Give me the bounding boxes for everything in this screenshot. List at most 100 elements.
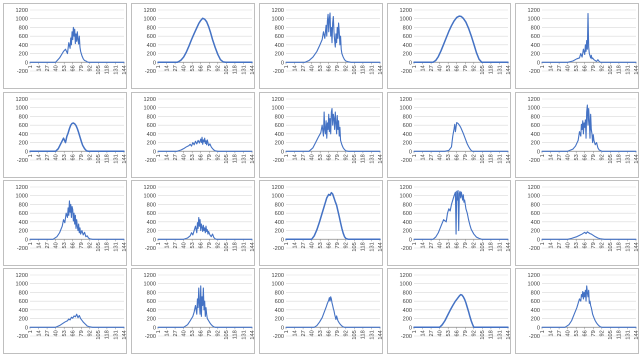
- y-tick-label: 800: [275, 290, 284, 296]
- x-tick-label: 105: [224, 65, 230, 74]
- y-tick-label: 400: [531, 132, 540, 138]
- x-tick-label: 66: [455, 330, 461, 336]
- x-tick-label: 27: [557, 330, 563, 336]
- x-tick-label: 14: [420, 154, 426, 160]
- y-tick-label: 1000: [16, 194, 28, 200]
- x-tick-label: 1: [540, 154, 546, 157]
- x-tick-label: 1: [28, 330, 34, 333]
- x-tick-label: 1: [540, 330, 546, 333]
- y-tick-label: 0: [281, 149, 284, 155]
- x-tick-label: 27: [173, 242, 179, 248]
- x-tick-label: 105: [352, 242, 358, 251]
- y-tick-label: -200: [273, 158, 284, 164]
- y-tick-label: 1200: [144, 97, 156, 103]
- y-tick-label: 1200: [400, 185, 412, 191]
- x-tick-label: 92: [600, 330, 606, 336]
- y-tick-label: 600: [403, 34, 412, 40]
- x-tick-label: 27: [45, 65, 51, 71]
- x-tick-label: 40: [565, 154, 571, 160]
- y-tick-label: 800: [403, 290, 412, 296]
- series-line: [285, 108, 381, 152]
- x-tick-label: 53: [318, 242, 324, 248]
- y-tick-label: -200: [145, 158, 156, 164]
- y-tick-label: 1000: [400, 17, 412, 23]
- x-tick-label: 53: [62, 65, 68, 71]
- x-tick-label: 79: [335, 242, 341, 248]
- series-line: [413, 15, 509, 64]
- y-tick-label: 0: [281, 237, 284, 243]
- y-tick-label: 400: [403, 220, 412, 226]
- y-tick-label: 1200: [528, 185, 540, 191]
- x-tick-label: 53: [62, 330, 68, 336]
- x-tick-label: 92: [216, 154, 222, 160]
- x-tick-label: 40: [437, 65, 443, 71]
- x-tick-label: 131: [241, 65, 247, 74]
- y-tick-label: 400: [19, 132, 28, 138]
- x-tick-label: 79: [79, 154, 85, 160]
- y-tick-label: 600: [403, 299, 412, 305]
- x-tick-label: 14: [164, 65, 170, 71]
- x-tick-label: 14: [36, 330, 42, 336]
- y-tick-label: 200: [531, 141, 540, 147]
- y-tick-label: 1000: [528, 17, 540, 23]
- y-tick-label: 200: [19, 229, 28, 235]
- y-tick-label: 600: [147, 211, 156, 217]
- y-tick-label: 1200: [528, 273, 540, 279]
- x-tick-label: 92: [216, 330, 222, 336]
- x-tick-label: 40: [309, 330, 315, 336]
- x-tick-label: 144: [250, 154, 256, 163]
- y-tick-label: 800: [275, 25, 284, 31]
- y-tick-label: 800: [403, 202, 412, 208]
- x-tick-label: 66: [199, 242, 205, 248]
- x-tick-label: 27: [557, 242, 563, 248]
- x-tick-label: 105: [480, 242, 486, 251]
- chart-svg: -200 0 200 400 600 800 1000 1200 1 14 27 40 53 66 79 92…: [144, 185, 256, 252]
- y-tick-label: 1200: [400, 8, 412, 14]
- y-tick-label: 1200: [528, 8, 540, 14]
- y-tick-label: 1000: [272, 17, 284, 23]
- x-tick-label: 40: [309, 65, 315, 71]
- x-tick-label: 79: [207, 330, 213, 336]
- chart-panel: -200 0 200 400 600 800 1000 1200 1 14 27 40 53 66 79 92…: [3, 92, 128, 178]
- chart-panel: -200 0 200 400 600 800 1000 1200 1 14 27 40 53 66 79 92…: [3, 3, 128, 89]
- y-tick-label: -200: [401, 246, 412, 252]
- x-tick-label: 105: [224, 330, 230, 339]
- y-tick-label: 1200: [400, 273, 412, 279]
- x-tick-label: 144: [250, 330, 256, 339]
- x-tick-label: 53: [446, 65, 452, 71]
- y-tick-label: -200: [529, 246, 540, 252]
- x-tick-label: 144: [634, 154, 640, 163]
- y-tick-label: 800: [531, 290, 540, 296]
- chart-svg: -200 0 200 400 600 800 1000 1200 1 14 27 40 53 66 79 92…: [144, 8, 256, 75]
- x-tick-label: 27: [301, 65, 307, 71]
- x-tick-label: 40: [181, 65, 187, 71]
- x-tick-label: 14: [420, 242, 426, 248]
- x-tick-label: 79: [463, 154, 469, 160]
- x-tick-label: 131: [497, 65, 503, 74]
- x-tick-label: 131: [497, 330, 503, 339]
- y-tick-label: 1200: [272, 8, 284, 14]
- x-tick-label: 92: [600, 242, 606, 248]
- x-tick-label: 118: [489, 242, 495, 251]
- x-tick-label: 131: [241, 330, 247, 339]
- chart-svg: -200 0 200 400 600 800 1000 1200 1 14 27 40 53 66 79 92…: [272, 97, 384, 164]
- y-tick-label: 0: [409, 149, 412, 155]
- x-tick-label: 1: [284, 65, 290, 68]
- y-tick-label: 400: [403, 132, 412, 138]
- x-tick-label: 79: [335, 154, 341, 160]
- x-tick-label: 144: [506, 330, 512, 339]
- y-tick-label: 0: [25, 60, 28, 66]
- x-tick-label: 118: [105, 154, 111, 163]
- y-tick-label: 600: [403, 123, 412, 129]
- series-line: [29, 122, 125, 153]
- series-line: [413, 293, 509, 329]
- x-tick-label: 118: [361, 242, 367, 251]
- x-tick-label: 118: [617, 242, 623, 251]
- chart-svg: -200 0 200 400 600 800 1000 1200 1 14 27 40 53 66 79 92…: [144, 273, 256, 340]
- y-tick-label: 800: [147, 290, 156, 296]
- chart-panel: -200 0 200 400 600 800 1000 1200 1 14 27 40 53 66 79 92…: [259, 3, 384, 89]
- x-tick-label: 79: [335, 330, 341, 336]
- x-tick-label: 53: [574, 330, 580, 336]
- x-tick-label: 79: [591, 330, 597, 336]
- y-tick-label: 600: [531, 211, 540, 217]
